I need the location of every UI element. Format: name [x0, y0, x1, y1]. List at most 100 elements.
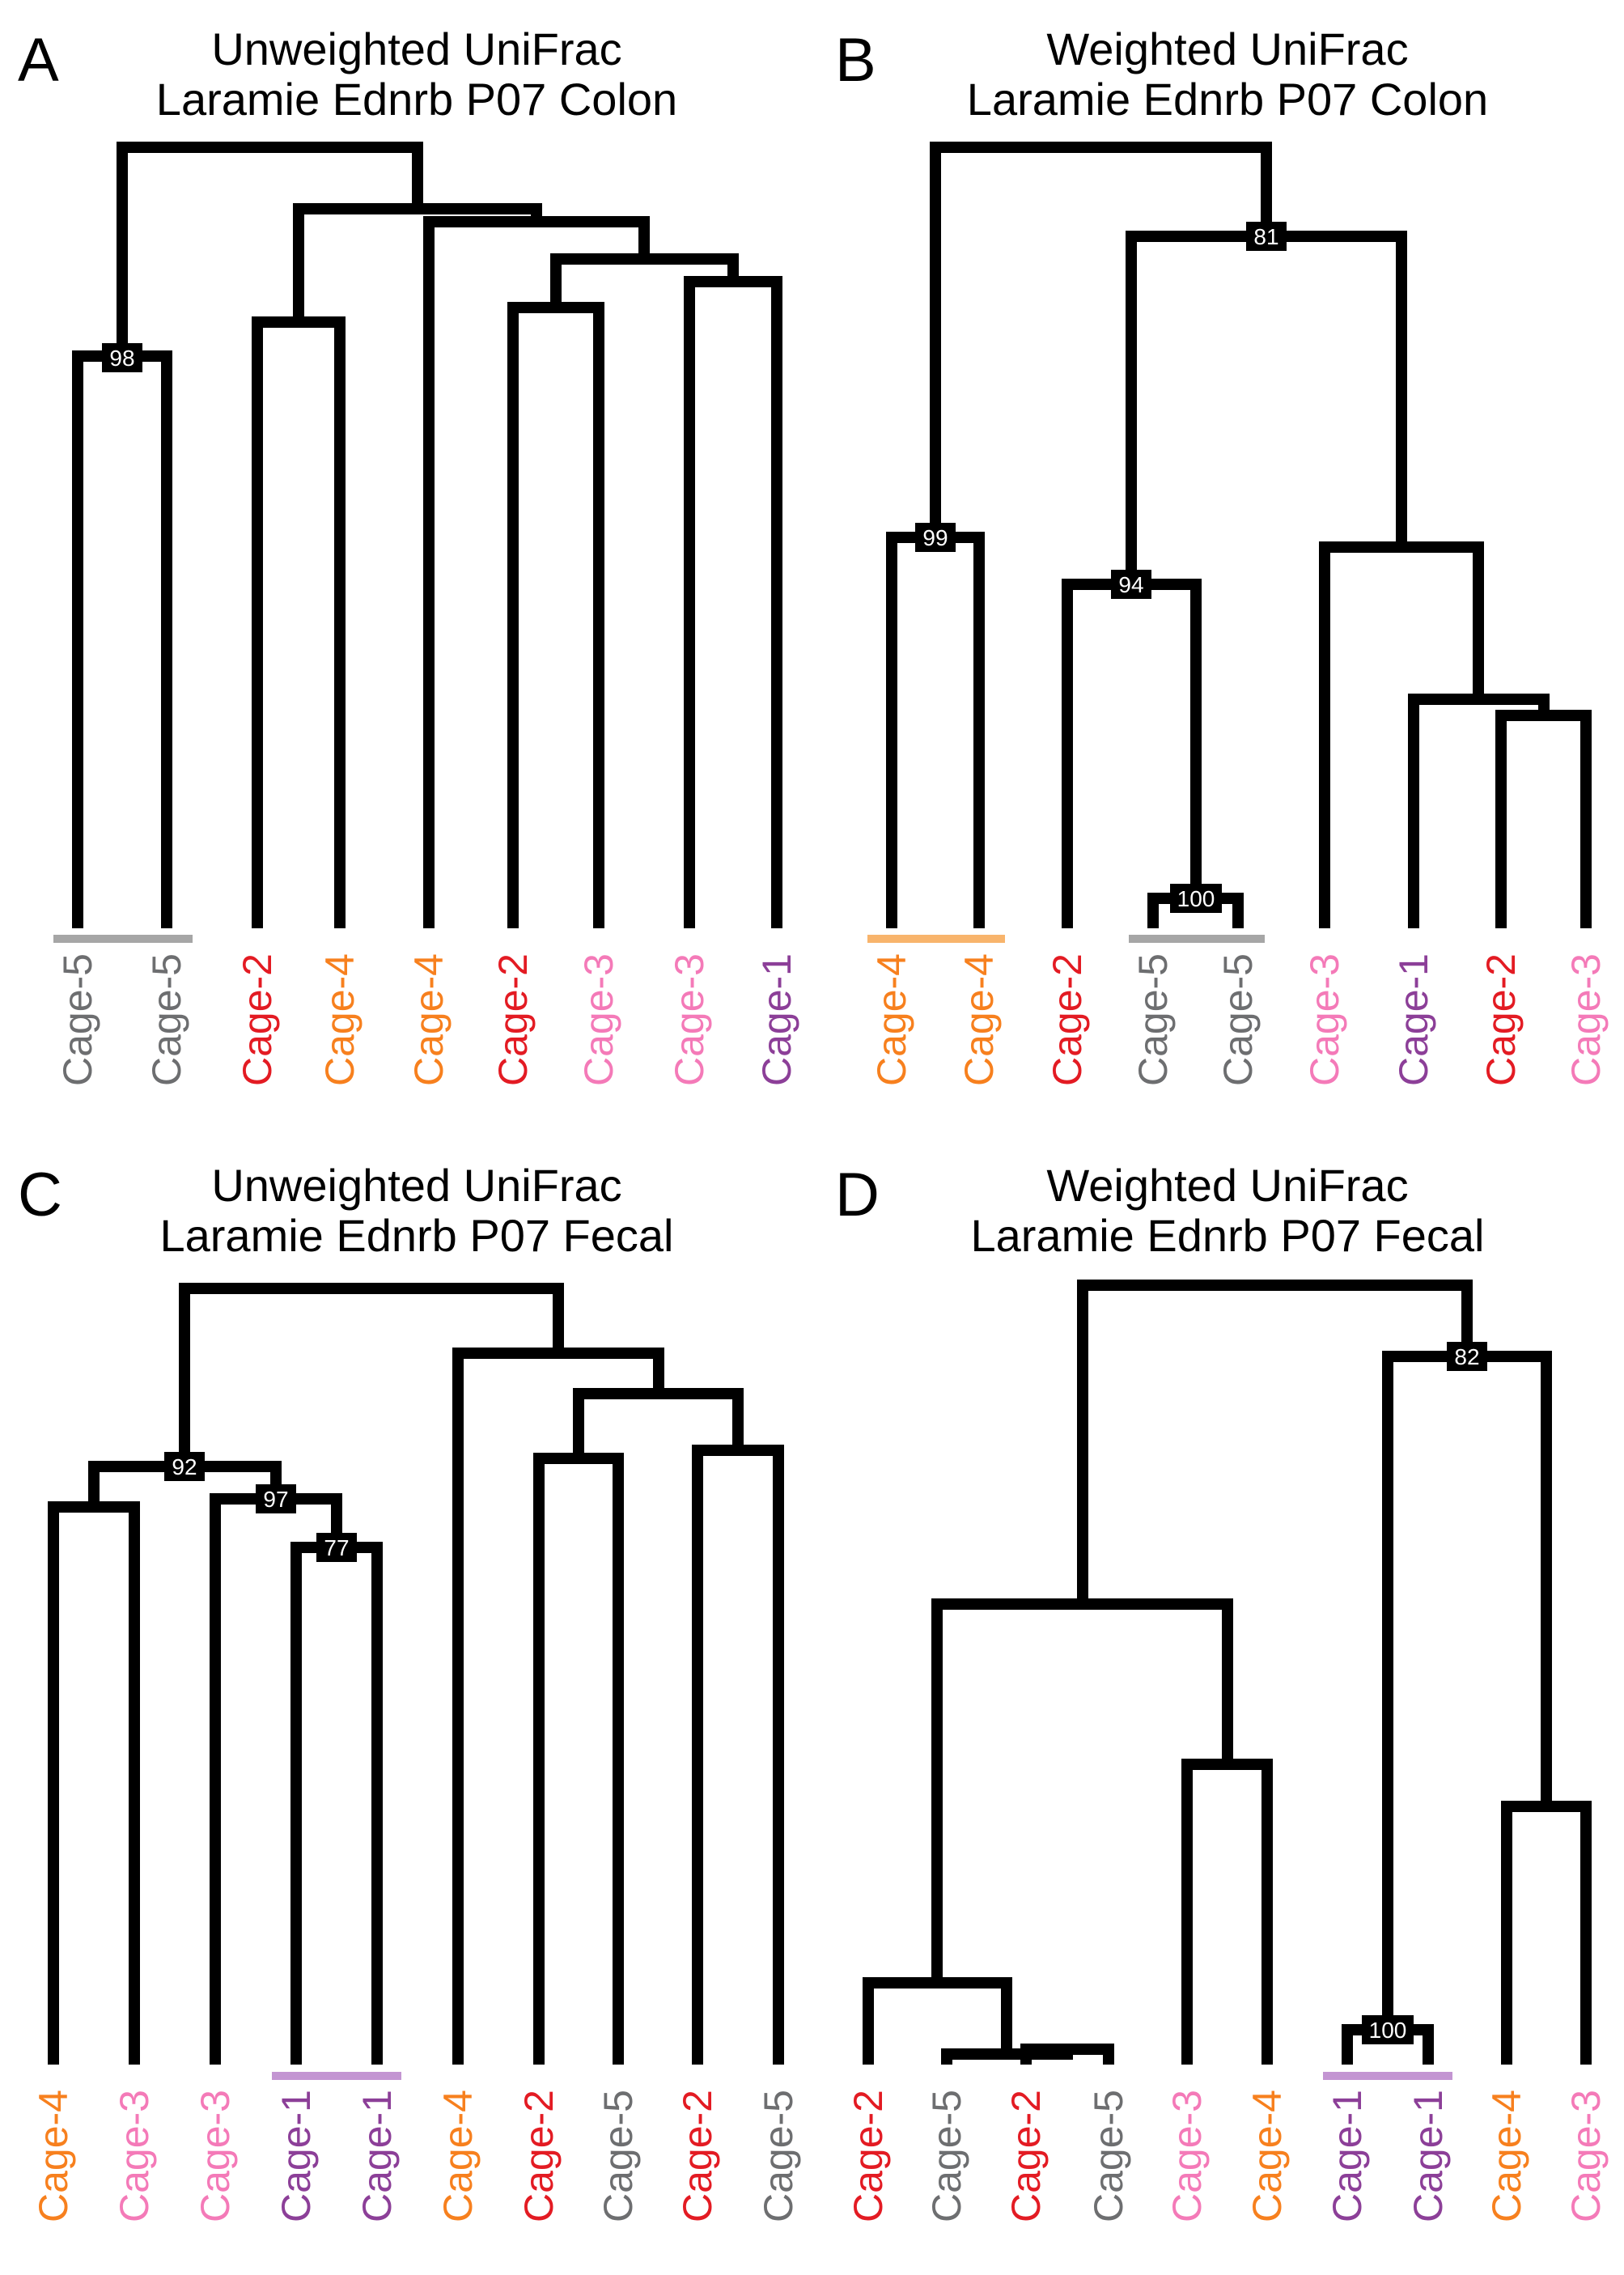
leaf-label: Cage-1: [1325, 2090, 1370, 2222]
branch: [48, 1501, 140, 2065]
branch: [423, 216, 650, 928]
group-bar-cage-4: [867, 935, 1005, 943]
branch: [1319, 541, 1484, 928]
leaf-label: Cage-2: [846, 2090, 891, 2222]
bootstrap-label-d-82: 82: [1447, 1342, 1487, 1371]
leaf-label: Cage-2: [1003, 2090, 1049, 2222]
panel-b-tree: [886, 142, 1592, 928]
svg-text:98: 98: [109, 346, 134, 371]
branch: [1408, 694, 1550, 928]
panel-d-tree: [863, 1280, 1592, 2065]
leaf-label: Cage-3: [1563, 953, 1609, 1086]
leaf-label: Cage-4: [317, 953, 363, 1086]
branch: [1062, 579, 1202, 928]
group-bar-cage-1: [272, 2072, 401, 2080]
branch: [72, 350, 172, 928]
leaf-label: Cage-4: [869, 953, 914, 1086]
bootstrap-label-b-81: 81: [1246, 222, 1287, 251]
leaf-label: Cage-3: [576, 953, 621, 1086]
group-bar-cage-5: [1129, 935, 1265, 943]
branch: [1077, 1280, 1473, 1610]
branch: [863, 1977, 1012, 2065]
leaf-label: Cage-1: [273, 2090, 319, 2222]
branch: [533, 1453, 624, 2065]
bootstrap-label-a-98: 98: [102, 343, 142, 372]
branch: [1181, 1759, 1273, 2065]
panel-a: A Unweighted UniFrac Laramie Ednrb P07 C…: [18, 23, 799, 1086]
branch: [507, 302, 604, 928]
branch: [210, 1493, 342, 2065]
bootstrap-label-c-97: 97: [256, 1484, 296, 1513]
panel-letter-a: A: [18, 26, 59, 95]
bootstrap-label-b-94: 94: [1111, 570, 1151, 599]
leaf-label: Cage-1: [354, 2090, 400, 2222]
branch: [1495, 710, 1592, 928]
svg-text:100: 100: [1369, 2018, 1407, 2043]
leaf-label: Cage-3: [1563, 2090, 1609, 2222]
leaf-label: Cage-3: [193, 2090, 238, 2222]
svg-text:94: 94: [1118, 572, 1143, 597]
leaf-label: Cage-2: [235, 953, 280, 1086]
leaf-label: Cage-3: [112, 2090, 157, 2222]
leaf-label: Cage-5: [596, 2090, 641, 2222]
panel-a-leaf-labels: Cage-5 Cage-5 Cage-2 Cage-4 Cage-4 Cage-…: [55, 953, 799, 1086]
leaf-label: Cage-2: [1045, 953, 1090, 1086]
branch: [179, 1283, 564, 1472]
leaf-label: Cage-3: [1302, 953, 1347, 1086]
leaf-label: Cage-5: [756, 2090, 801, 2222]
panel-c-tree: [48, 1283, 784, 2065]
group-bar-cage-5: [53, 935, 193, 943]
leaf-label: Cage-2: [516, 2090, 562, 2222]
panel-d-title-line1: Weighted UniFrac: [1046, 1160, 1408, 1211]
panel-c-leaf-labels: Cage-4 Cage-3 Cage-3 Cage-1 Cage-1 Cage-…: [31, 2090, 801, 2222]
panel-d: D Weighted UniFrac Laramie Ednrb P07 Fec…: [835, 1160, 1609, 2222]
panel-a-title-line1: Unweighted UniFrac: [211, 23, 621, 74]
branch: [290, 1542, 383, 2065]
leaf-label: Cage-5: [144, 953, 189, 1086]
svg-text:77: 77: [324, 1535, 349, 1560]
svg-text:82: 82: [1454, 1344, 1479, 1369]
panel-c: C Unweighted UniFrac Laramie Ednrb P07 F…: [18, 1160, 801, 2222]
leaf-label: Cage-3: [1164, 2090, 1210, 2222]
leaf-label: Cage-1: [1406, 2090, 1451, 2222]
bootstrap-label-d-100: 100: [1362, 2015, 1414, 2044]
group-bar-cage-1: [1323, 2072, 1452, 2080]
leaf-label: Cage-4: [406, 953, 452, 1086]
panel-b-title-line2: Laramie Ednrb P07 Colon: [967, 74, 1488, 125]
panel-letter-d: D: [835, 1161, 880, 1229]
branch: [1126, 231, 1407, 590]
panel-b: B Weighted UniFrac Laramie Ednrb P07 Col…: [835, 23, 1609, 1086]
leaf-label: Cage-2: [1478, 953, 1524, 1086]
branch: [692, 1445, 784, 2065]
leaf-label: Cage-4: [31, 2090, 76, 2222]
panel-d-title-line2: Laramie Ednrb P07 Fecal: [970, 1210, 1484, 1261]
panel-letter-b: B: [835, 26, 876, 95]
svg-text:92: 92: [172, 1454, 197, 1479]
svg-text:97: 97: [263, 1487, 288, 1512]
svg-text:99: 99: [922, 525, 948, 550]
leaf-label: Cage-4: [1245, 2090, 1290, 2222]
leaf-label: Cage-5: [924, 2090, 969, 2222]
panel-a-tree: [72, 142, 782, 928]
leaf-label: Cage-4: [956, 953, 1002, 1086]
panel-c-title-line2: Laramie Ednrb P07 Fecal: [159, 1210, 673, 1261]
bootstrap-label-c-77: 77: [316, 1533, 357, 1562]
svg-text:81: 81: [1253, 224, 1278, 249]
panel-b-leaf-labels: Cage-4 Cage-4 Cage-2 Cage-5 Cage-5 Cage-…: [869, 953, 1609, 1086]
leaf-label: Cage-1: [1391, 953, 1436, 1086]
branch: [117, 142, 423, 362]
leaf-label: Cage-5: [55, 953, 100, 1086]
leaf-label: Cage-5: [1130, 953, 1176, 1086]
leaf-label: Cage-4: [1484, 2090, 1529, 2222]
leaf-label: Cage-5: [1215, 953, 1261, 1086]
branch: [1382, 1351, 1552, 2035]
panel-d-leaf-labels: Cage-2 Cage-5 Cage-2 Cage-5 Cage-3 Cage-…: [846, 2090, 1609, 2222]
panel-c-title-line1: Unweighted UniFrac: [211, 1160, 621, 1211]
leaf-label: Cage-3: [667, 953, 712, 1086]
branch: [930, 142, 1272, 543]
bootstrap-label-b-100: 100: [1170, 884, 1222, 913]
leaf-label: Cage-2: [675, 2090, 720, 2222]
leaf-label: Cage-2: [490, 953, 536, 1086]
panel-b-title-line1: Weighted UniFrac: [1046, 23, 1408, 74]
